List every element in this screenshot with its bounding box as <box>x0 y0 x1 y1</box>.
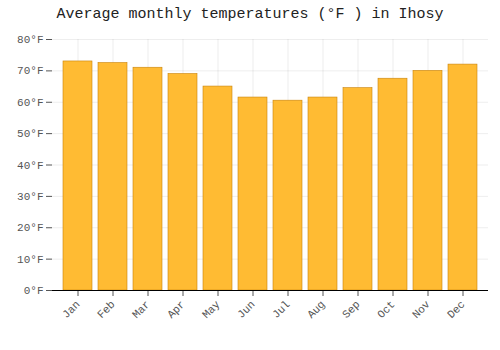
svg-text:Sep: Sep <box>340 298 362 320</box>
svg-text:Aug: Aug <box>305 298 327 320</box>
svg-text:50°F: 50°F <box>17 128 43 140</box>
svg-text:Nov: Nov <box>410 298 433 321</box>
svg-text:10°F: 10°F <box>17 254 43 266</box>
html-text:Average monthly temperatures (: Average monthly temperatures (°F ) in Ih… <box>56 6 444 23</box>
svg-text:Jan: Jan <box>60 298 82 320</box>
svg-text:30°F: 30°F <box>17 191 43 203</box>
svg-text:Apr: Apr <box>165 298 187 320</box>
svg-text:0°F: 0°F <box>24 285 44 297</box>
svg-text:20°F: 20°F <box>17 222 43 234</box>
svg-text:70°F: 70°F <box>17 65 43 77</box>
svg-text:Jul: Jul <box>270 298 292 320</box>
svg-text:Oct: Oct <box>375 298 397 320</box>
svg-text:Dec: Dec <box>445 298 467 320</box>
svg-text:80°F: 80°F <box>17 34 43 46</box>
svg-text:60°F: 60°F <box>17 97 43 109</box>
svg-text:Mar: Mar <box>130 298 152 320</box>
svg-text:40°F: 40°F <box>17 160 43 172</box>
svg-text:May: May <box>200 298 223 321</box>
svg-text:Feb: Feb <box>95 298 117 320</box>
svg-text:Jun: Jun <box>235 298 257 320</box>
